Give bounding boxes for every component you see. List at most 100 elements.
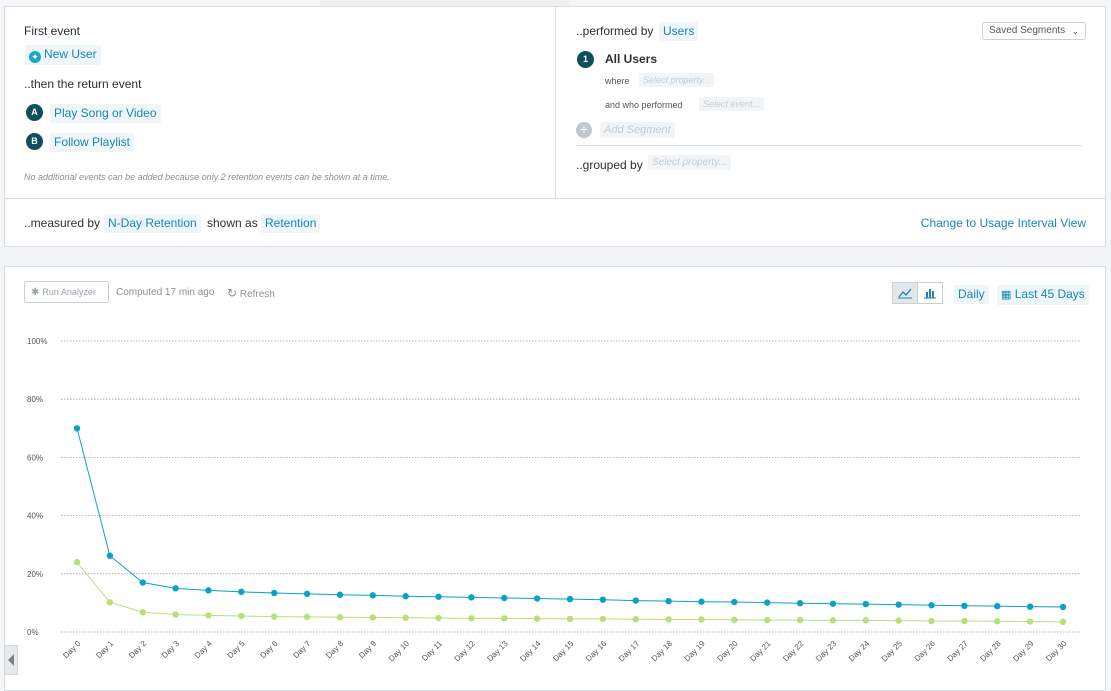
- x-tick-label: Day 16: [584, 639, 609, 664]
- data-point-b[interactable]: [731, 616, 738, 623]
- refresh-button[interactable]: ↻ Refresh: [227, 286, 275, 300]
- data-point-a[interactable]: [961, 602, 968, 610]
- data-point-b[interactable]: [961, 617, 968, 625]
- first-event-chip[interactable]: ✦ New User: [25, 45, 101, 65]
- data-point-b[interactable]: [1026, 618, 1034, 625]
- x-tick-label: Day 15: [551, 639, 576, 664]
- return-event-b[interactable]: Follow Playlist: [50, 133, 135, 152]
- data-point-b[interactable]: [501, 615, 508, 622]
- data-point-a[interactable]: [632, 597, 639, 604]
- data-point-a[interactable]: [862, 600, 869, 608]
- panel-divider-vertical: [555, 7, 556, 198]
- data-point-b[interactable]: [862, 617, 869, 624]
- data-point-b[interactable]: [468, 615, 475, 622]
- data-point-a[interactable]: [435, 593, 442, 600]
- y-tick-label: 80%: [27, 395, 43, 404]
- data-point-a[interactable]: [698, 598, 705, 605]
- first-event-label: First event: [24, 24, 81, 38]
- date-range-select[interactable]: ▦ Last 45 Days: [997, 285, 1089, 305]
- x-tick-label: Day 0: [61, 639, 83, 661]
- plus-circle-icon[interactable]: +: [576, 122, 592, 138]
- data-point-b[interactable]: [599, 615, 607, 623]
- data-point-a[interactable]: [895, 601, 902, 608]
- where-label: where: [605, 76, 630, 86]
- data-point-a[interactable]: [665, 597, 672, 605]
- scroll-left-button[interactable]: [4, 645, 18, 675]
- performed-by-label: ..performed by: [576, 24, 654, 38]
- data-point-a[interactable]: [501, 594, 508, 602]
- data-point-b[interactable]: [829, 617, 837, 624]
- measured-by-value[interactable]: N-Day Retention: [104, 214, 201, 233]
- data-point-b[interactable]: [665, 616, 672, 623]
- data-point-a[interactable]: [205, 587, 212, 594]
- data-point-b[interactable]: [106, 599, 114, 606]
- shown-as-value[interactable]: Retention: [261, 214, 321, 233]
- data-point-a[interactable]: [1026, 603, 1034, 610]
- data-point-b[interactable]: [139, 609, 146, 616]
- data-point-b[interactable]: [566, 615, 574, 623]
- where-property-select[interactable]: Select property...: [639, 73, 715, 87]
- data-point-b[interactable]: [994, 618, 1001, 625]
- data-point-a[interactable]: [533, 595, 541, 602]
- data-point-a[interactable]: [106, 552, 114, 559]
- data-point-a[interactable]: [829, 600, 837, 607]
- data-point-b[interactable]: [632, 615, 639, 623]
- change-view-link[interactable]: Change to Usage Interval View: [920, 216, 1086, 230]
- add-segment-button[interactable]: Add Segment: [600, 122, 675, 138]
- data-point-b[interactable]: [369, 614, 376, 621]
- data-point-b[interactable]: [238, 612, 245, 620]
- data-point-b[interactable]: [796, 616, 804, 624]
- event-a-badge: A: [26, 104, 43, 121]
- grouped-by-select[interactable]: Select property...: [648, 155, 731, 170]
- return-event-label: ..then the return event: [24, 77, 142, 91]
- data-point-b[interactable]: [73, 558, 81, 566]
- data-point-a[interactable]: [796, 599, 804, 607]
- data-point-a[interactable]: [303, 590, 311, 598]
- data-point-b[interactable]: [271, 613, 278, 620]
- data-point-a[interactable]: [271, 589, 278, 597]
- data-point-b[interactable]: [435, 614, 442, 622]
- bar-chart-toggle[interactable]: [917, 282, 943, 304]
- who-performed-event-select[interactable]: Select event...: [699, 97, 765, 111]
- data-point-a[interactable]: [994, 602, 1001, 610]
- segment-divider: [576, 145, 1082, 146]
- data-point-b[interactable]: [764, 616, 771, 624]
- data-point-a[interactable]: [336, 591, 344, 598]
- data-point-a[interactable]: [369, 592, 376, 599]
- data-point-b[interactable]: [205, 612, 212, 619]
- run-analyzer-button[interactable]: ✱ Run Analyzer: [24, 281, 109, 303]
- data-point-b[interactable]: [172, 611, 179, 618]
- return-event-a[interactable]: Play Song or Video: [50, 104, 161, 123]
- data-point-a[interactable]: [468, 594, 475, 601]
- data-point-a[interactable]: [1059, 603, 1067, 611]
- data-point-a[interactable]: [928, 602, 935, 609]
- data-point-b[interactable]: [895, 617, 902, 624]
- x-tick-label: Day 9: [357, 639, 379, 661]
- performed-by-users[interactable]: Users: [659, 22, 699, 41]
- data-point-b[interactable]: [1059, 618, 1067, 626]
- data-point-a[interactable]: [566, 595, 574, 603]
- data-point-b[interactable]: [533, 615, 541, 622]
- saved-segments-dropdown[interactable]: Saved Segments ⌄: [982, 22, 1086, 40]
- data-point-b[interactable]: [402, 614, 409, 621]
- x-tick-label: Day 3: [160, 639, 182, 661]
- data-point-b[interactable]: [928, 617, 935, 625]
- x-tick-label: Day 20: [715, 639, 740, 664]
- y-tick-label: 100%: [27, 337, 47, 346]
- x-tick-label: Day 30: [1044, 639, 1069, 664]
- data-point-a[interactable]: [731, 598, 738, 606]
- segment-name[interactable]: All Users: [605, 52, 658, 66]
- data-point-b[interactable]: [303, 613, 311, 621]
- data-point-a[interactable]: [599, 596, 607, 603]
- data-point-b[interactable]: [698, 616, 705, 623]
- data-point-a[interactable]: [764, 599, 771, 606]
- data-point-a[interactable]: [172, 585, 179, 592]
- x-tick-label: Day 17: [617, 639, 642, 664]
- interval-select[interactable]: Daily: [954, 285, 989, 304]
- data-point-a[interactable]: [402, 593, 409, 600]
- data-point-b[interactable]: [336, 613, 344, 621]
- data-point-a[interactable]: [238, 588, 245, 596]
- data-point-a[interactable]: [73, 425, 81, 432]
- x-tick-label: Day 5: [226, 639, 248, 661]
- data-point-a[interactable]: [139, 579, 146, 586]
